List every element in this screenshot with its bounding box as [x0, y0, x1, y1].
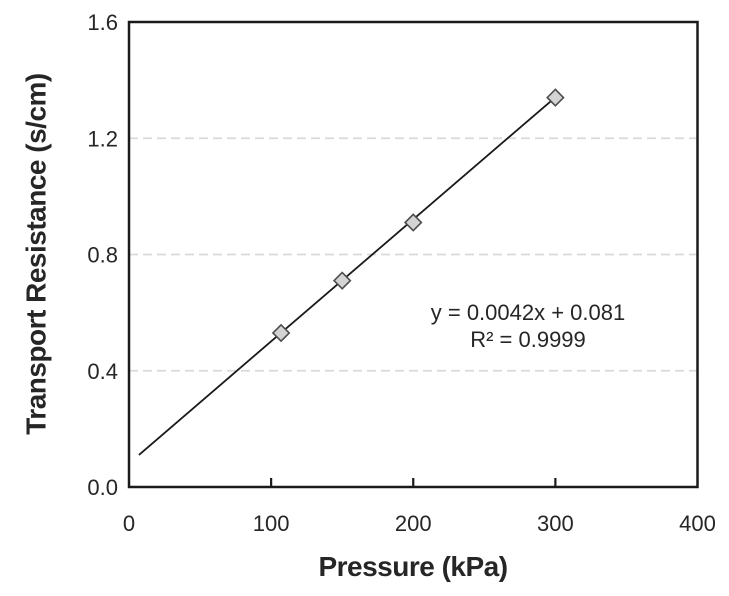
- r-squared-label: R² = 0.9999: [470, 327, 586, 352]
- x-tick-label: 100: [253, 511, 290, 536]
- y-tick-label: 1.2: [87, 126, 118, 151]
- x-tick-label: 300: [537, 511, 574, 536]
- data-point-marker: [403, 213, 423, 232]
- x-axis-title: Pressure (kPa): [318, 551, 508, 582]
- y-tick-label: 0.4: [87, 359, 118, 384]
- x-tick-label: 200: [395, 511, 432, 536]
- trendline-annotation: y = 0.0042x + 0.081 R² = 0.9999: [358, 299, 698, 353]
- trendline-equation: y = 0.0042x + 0.081: [430, 300, 626, 325]
- data-point-marker: [546, 88, 565, 107]
- data-point-marker: [332, 271, 352, 290]
- y-tick-label: 0.0: [87, 475, 118, 500]
- x-tick-label: 0: [123, 511, 135, 536]
- y-tick-label: 1.6: [87, 10, 118, 35]
- trendline: [138, 96, 556, 456]
- y-axis-title: Transport Resistance (s/cm): [20, 73, 52, 435]
- y-tick-label: 0.8: [87, 243, 118, 268]
- data-point-marker: [271, 323, 291, 343]
- x-tick-label: 400: [679, 511, 716, 536]
